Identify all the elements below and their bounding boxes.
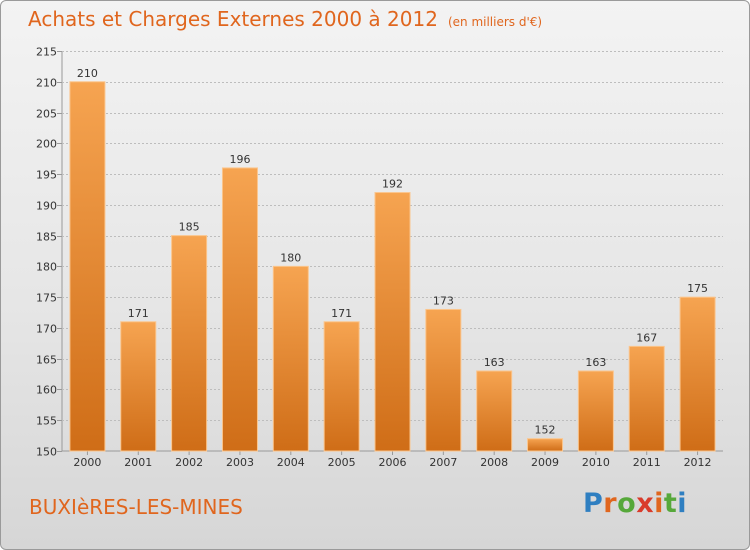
bar-2005 <box>323 321 360 452</box>
x-tick-label-2008: 2008 <box>480 456 508 469</box>
bar-2000 <box>69 81 106 452</box>
x-tick-label-2004: 2004 <box>277 456 305 469</box>
bar-2001 <box>120 321 157 452</box>
y-tick-label: 185 <box>36 231 57 244</box>
x-tick-label-2007: 2007 <box>429 456 457 469</box>
bar-2007 <box>425 308 462 452</box>
value-label-2008: 163 <box>484 356 505 369</box>
x-tick-label-2006: 2006 <box>379 456 407 469</box>
bar-2010 <box>577 370 614 452</box>
y-tick-label: 155 <box>36 415 57 428</box>
value-label-2002: 185 <box>179 221 200 234</box>
x-tick-label-2011: 2011 <box>633 456 661 469</box>
bar-2009 <box>527 438 564 452</box>
x-tick-label-2003: 2003 <box>226 456 254 469</box>
title-row: Achats et Charges Externes 2000 à 2012 (e… <box>28 7 542 31</box>
x-tick-label-2005: 2005 <box>328 456 356 469</box>
y-tick-label: 215 <box>36 46 57 59</box>
x-tick-label-2001: 2001 <box>124 456 152 469</box>
value-label-2011: 167 <box>636 331 657 344</box>
y-tick-label: 150 <box>36 446 57 459</box>
proxiti-logo: Proxiti <box>583 488 688 519</box>
y-tick-label: 190 <box>36 200 57 213</box>
y-tick-label: 205 <box>36 108 57 121</box>
bar-2012 <box>679 296 716 452</box>
x-tick-label-2002: 2002 <box>175 456 203 469</box>
value-label-2007: 173 <box>433 294 454 307</box>
bar-2011 <box>628 345 665 452</box>
chart-unit: (en milliers d'€) <box>447 15 543 29</box>
bar-2008 <box>476 370 513 452</box>
bar-2003 <box>221 167 258 452</box>
bar-2004 <box>272 265 309 452</box>
y-tick-label: 165 <box>36 354 57 367</box>
y-tick-label: 200 <box>36 138 57 151</box>
x-tick-label-2000: 2000 <box>73 456 101 469</box>
commune-name: BUXIèRES-LES-MINES <box>29 495 243 519</box>
value-label-2005: 171 <box>331 307 352 320</box>
y-tick-label: 195 <box>36 169 57 182</box>
y-tick-label: 210 <box>36 77 57 90</box>
bar-2006 <box>374 192 411 452</box>
label-layer: 150 155 160 165 170 175 180 185 190 195 200 205 210 2… <box>36 46 712 470</box>
value-label-2006: 192 <box>382 178 403 191</box>
bar-2002 <box>171 235 208 452</box>
value-label-2010: 163 <box>585 356 606 369</box>
chart-title: Achats et Charges Externes 2000 à 2012 <box>28 7 438 31</box>
x-tick-label-2009: 2009 <box>531 456 559 469</box>
value-label-2009: 152 <box>535 424 556 437</box>
y-tick-label: 180 <box>36 261 57 274</box>
value-label-2004: 180 <box>280 251 301 264</box>
value-label-2001: 171 <box>128 307 149 320</box>
value-label-2000: 210 <box>77 67 98 80</box>
y-tick-label: 160 <box>36 384 57 397</box>
value-label-2003: 196 <box>229 153 250 166</box>
x-tick-label-2012: 2012 <box>684 456 712 469</box>
x-tick-label-2010: 2010 <box>582 456 610 469</box>
value-label-2012: 175 <box>687 282 708 295</box>
y-tick-label: 175 <box>36 292 57 305</box>
bar-layer <box>69 81 716 452</box>
y-tick-label: 170 <box>36 323 57 336</box>
